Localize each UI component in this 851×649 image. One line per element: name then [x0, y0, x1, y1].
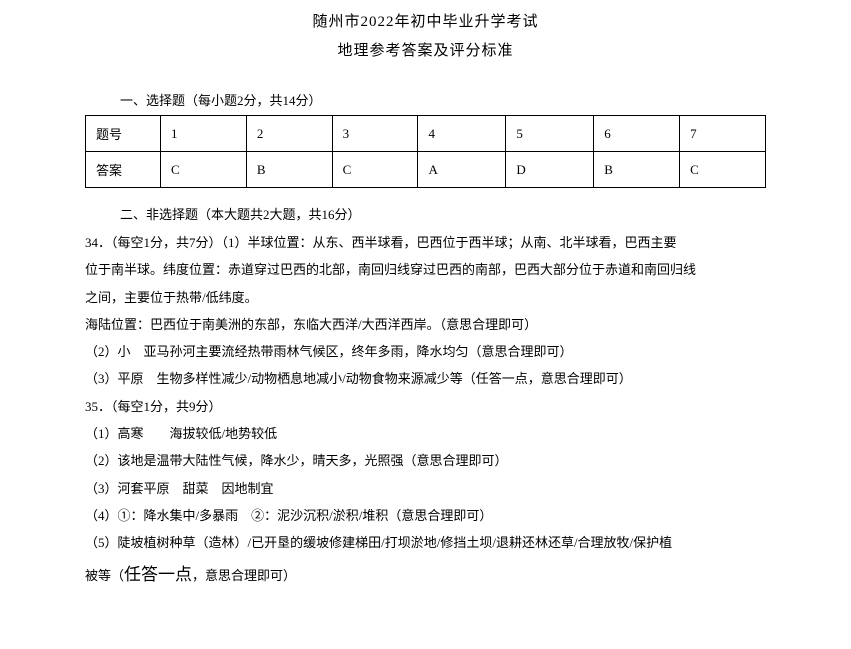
q34-line1: 34．（每空1分，共7分）（1）半球位置：从东、西半球看，巴西位于西半球；从南、… [85, 229, 766, 256]
table-cell: A [418, 152, 506, 188]
q35-line7-emphasis: 任答一点 [124, 565, 192, 584]
table-cell: 7 [680, 116, 766, 152]
q35-line4: （3）河套平原 甜菜 因地制宜 [85, 475, 766, 502]
q35-line3: （2）该地是温带大陆性气候，降水少，晴天多，光照强（意思合理即可） [85, 447, 766, 474]
table-cell: C [332, 152, 418, 188]
title-main: 随州市2022年初中毕业升学考试 [85, 10, 766, 31]
table-cell: C [161, 152, 247, 188]
q34-line4: 海陆位置：巴西位于南美洲的东部，东临大西洋/大西洋西岸。（意思合理即可） [85, 311, 766, 338]
table-cell: 5 [506, 116, 594, 152]
q35-line5: （4）①：降水集中/多暴雨 ②：泥沙沉积/淤积/堆积（意思合理即可） [85, 502, 766, 529]
table-row: 题号 1 2 3 4 5 6 7 [86, 116, 766, 152]
row2-label: 答案 [86, 152, 161, 188]
q35-line1: 35．（每空1分，共9分） [85, 393, 766, 420]
table-cell: 3 [332, 116, 418, 152]
q34-line3: 之间，主要位于热带/低纬度。 [85, 284, 766, 311]
table-cell: 1 [161, 116, 247, 152]
row1-label: 题号 [86, 116, 161, 152]
answer-table: 题号 1 2 3 4 5 6 7 答案 C B C A D B C [85, 115, 766, 188]
q35-line7: 被等（任答一点，意思合理即可） [85, 557, 766, 593]
body-text: 34．（每空1分，共7分）（1）半球位置：从东、西半球看，巴西位于西半球；从南、… [85, 229, 766, 592]
table-cell: B [594, 152, 680, 188]
table-cell: 6 [594, 116, 680, 152]
title-sub: 地理参考答案及评分标准 [85, 39, 766, 60]
table-cell: D [506, 152, 594, 188]
q35-line2: （1）高寒 海拔较低/地势较低 [85, 420, 766, 447]
q34-line6: （3）平原 生物多样性减少/动物栖息地减小/动物食物来源减少等（任答一点，意思合… [85, 365, 766, 392]
q35-line7-part2: ，意思合理即可） [192, 568, 296, 583]
table-row: 答案 C B C A D B C [86, 152, 766, 188]
table-cell: 4 [418, 116, 506, 152]
table-cell: B [246, 152, 332, 188]
q34-line2: 位于南半球。纬度位置：赤道穿过巴西的北部，南回归线穿过巴西的南部，巴西大部分位于… [85, 256, 766, 283]
section2-header: 二、非选择题（本大题共2大题，共16分） [120, 204, 766, 223]
q35-line6: （5）陡坡植树种草（造林）/已开垦的缓坡修建梯田/打坝淤地/修挡土坝/退耕还林还… [85, 529, 766, 556]
q34-line5: （2）小 亚马孙河主要流经热带雨林气候区，终年多雨，降水均匀（意思合理即可） [85, 338, 766, 365]
table-cell: 2 [246, 116, 332, 152]
section1-header: 一、选择题（每小题2分，共14分） [120, 90, 766, 109]
q35-line7-part1: 被等（ [85, 568, 124, 583]
table-cell: C [680, 152, 766, 188]
